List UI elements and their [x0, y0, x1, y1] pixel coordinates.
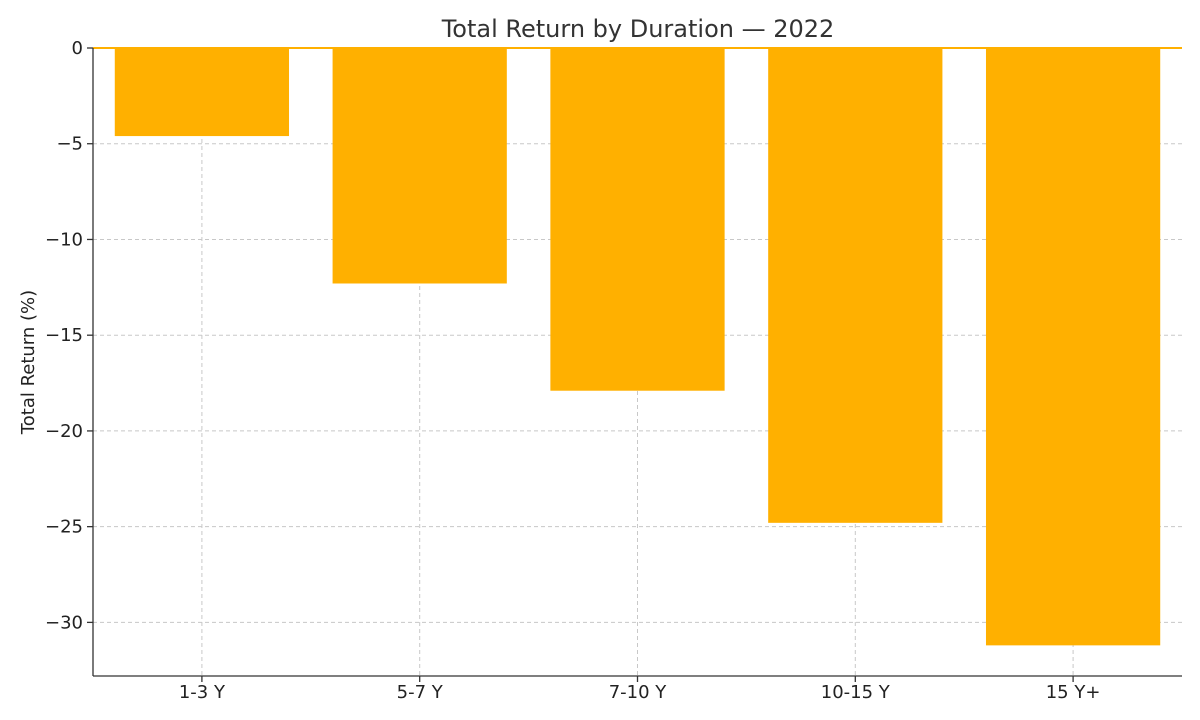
y-tick-label: −15: [45, 325, 83, 346]
axis-layer: 0 −5 −10 −15 −20 −25 −30 1-3 Y 5-7 Y 7-10 Y 10-15 …: [45, 38, 1182, 703]
bar: [550, 48, 725, 391]
x-tick-label: 10-15 Y: [821, 682, 891, 703]
x-tick-label: 15 Y+: [1046, 682, 1101, 703]
y-tick-label: −10: [45, 229, 83, 250]
x-tick-label: 1-3 Y: [179, 682, 226, 703]
bar-layer: [114, 48, 1161, 646]
bar: [114, 48, 290, 137]
x-tick-label: 5-7 Y: [397, 682, 444, 703]
bar: [768, 48, 943, 523]
chart-title: Total Return by Duration — 2022: [441, 15, 835, 43]
x-tick-label: 7-10 Y: [609, 682, 668, 703]
y-tick-label: −25: [45, 517, 83, 538]
y-tick-label: −5: [56, 134, 83, 155]
y-tick-label: 0: [72, 38, 83, 59]
y-tick-label: −20: [45, 421, 83, 442]
bar: [332, 48, 507, 284]
bar: [985, 48, 1161, 646]
y-tick-label: −30: [45, 612, 83, 633]
y-axis-label: Total Return (%): [18, 290, 39, 435]
